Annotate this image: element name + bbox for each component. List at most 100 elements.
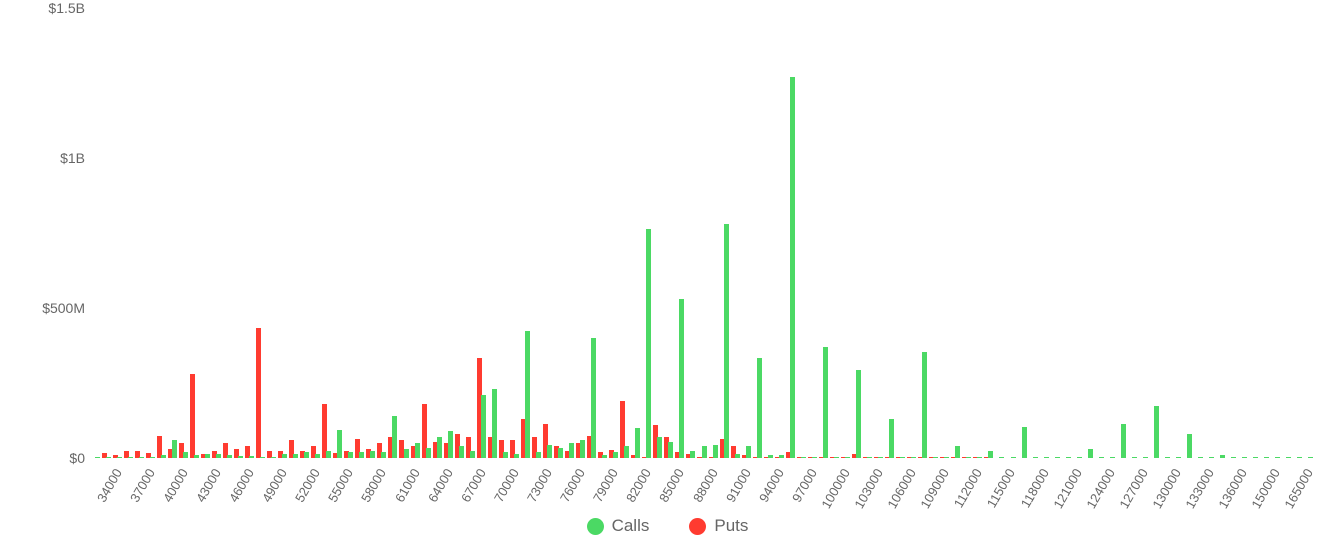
bar-calls	[172, 440, 177, 458]
bar-calls	[1165, 457, 1170, 458]
bar-calls	[900, 457, 905, 458]
bar-calls	[95, 457, 100, 458]
bar-calls	[370, 451, 375, 459]
bar-calls	[646, 229, 651, 459]
bar-calls	[1088, 449, 1093, 458]
bar-calls	[392, 416, 397, 458]
bar-calls	[1077, 457, 1082, 458]
x-tick-label: 58000	[358, 466, 389, 505]
bar-calls	[415, 443, 420, 458]
x-tick-label: 85000	[656, 466, 687, 505]
bar-calls	[1209, 457, 1214, 458]
bar-calls	[867, 457, 872, 458]
x-tick-label: 40000	[160, 466, 191, 505]
bar-calls	[348, 452, 353, 458]
x-tick-label: 43000	[193, 466, 224, 505]
legend-item-puts[interactable]: Puts	[689, 516, 748, 536]
bar-calls	[525, 331, 530, 459]
bar-calls	[1066, 457, 1071, 458]
bar-calls	[481, 395, 486, 458]
bar-calls	[381, 452, 386, 458]
y-tick-label: $500M	[0, 300, 85, 316]
bar-calls	[161, 455, 166, 458]
bar-calls	[106, 457, 111, 458]
bar-calls	[933, 457, 938, 458]
bar-calls	[746, 446, 751, 458]
bar-calls	[260, 457, 265, 459]
bar-calls	[1231, 457, 1236, 458]
x-tick-label: 127000	[1116, 466, 1151, 511]
x-tick-label: 76000	[557, 466, 588, 505]
bar-calls	[768, 455, 773, 458]
x-tick-label: 109000	[918, 466, 953, 511]
bar-calls	[326, 451, 331, 459]
x-tick-label: 82000	[623, 466, 654, 505]
y-tick-label: $1.5B	[0, 0, 85, 16]
bar-calls	[150, 457, 155, 458]
bar-calls	[1264, 457, 1269, 458]
bar-calls	[271, 457, 276, 459]
x-tick-label: 94000	[756, 466, 787, 505]
bar-calls	[1143, 457, 1148, 458]
x-tick-label: 52000	[292, 466, 323, 505]
bar-calls	[569, 443, 574, 458]
bar-calls	[757, 358, 762, 459]
bar-calls	[657, 437, 662, 458]
bar-calls	[194, 455, 199, 458]
bar-calls	[1011, 457, 1016, 458]
bar-calls	[139, 457, 144, 458]
bar-calls	[624, 446, 629, 458]
x-tick-label: 150000	[1249, 466, 1284, 511]
bar-calls	[183, 452, 188, 458]
bar-calls	[117, 457, 122, 458]
bar-calls	[823, 347, 828, 458]
x-tick-label: 73000	[524, 466, 555, 505]
x-tick-label: 136000	[1216, 466, 1251, 511]
bar-calls	[613, 452, 618, 458]
legend-item-calls[interactable]: Calls	[587, 516, 650, 536]
bar-calls	[1176, 457, 1181, 458]
bar-calls	[227, 455, 232, 458]
bar-puts	[256, 328, 261, 459]
legend-label: Puts	[714, 516, 748, 536]
puts-swatch-icon	[689, 518, 706, 535]
x-tick-label: 97000	[789, 466, 820, 505]
bar-calls	[834, 457, 839, 459]
bar-calls	[812, 457, 817, 459]
bar-calls	[558, 448, 563, 459]
bar-calls	[1286, 457, 1291, 458]
x-tick-label: 106000	[884, 466, 919, 511]
bar-calls	[1198, 457, 1203, 458]
bar-calls	[679, 299, 684, 458]
bar-calls	[988, 451, 993, 459]
x-tick-label: 46000	[226, 466, 257, 505]
bar-calls	[404, 449, 409, 458]
x-tick-label: 130000	[1149, 466, 1184, 511]
bar-calls	[1308, 457, 1313, 458]
bar-calls	[514, 454, 519, 459]
legend-label: Calls	[612, 516, 650, 536]
bar-calls	[1242, 457, 1247, 458]
bar-calls	[702, 446, 707, 458]
legend: Calls Puts	[0, 516, 1335, 536]
bar-calls	[304, 452, 309, 458]
bar-calls	[999, 457, 1004, 458]
bar-calls	[1132, 457, 1137, 458]
x-tick-label: 118000	[1017, 466, 1051, 510]
bar-calls	[282, 454, 287, 459]
x-tick-label: 91000	[723, 466, 754, 505]
bar-calls	[735, 454, 740, 459]
bar-calls	[1044, 457, 1049, 458]
bar-calls	[293, 454, 298, 459]
bar-calls	[801, 457, 806, 459]
x-tick-label: 64000	[425, 466, 456, 505]
bar-calls	[492, 389, 497, 458]
bar-calls	[249, 456, 254, 458]
bar-calls	[977, 457, 982, 458]
bar-calls	[790, 77, 795, 458]
bar-calls	[1121, 424, 1126, 459]
bar-calls	[536, 452, 541, 458]
bar-calls	[856, 370, 861, 459]
x-tick-label: 49000	[259, 466, 290, 505]
x-tick-label: 112000	[951, 466, 985, 510]
